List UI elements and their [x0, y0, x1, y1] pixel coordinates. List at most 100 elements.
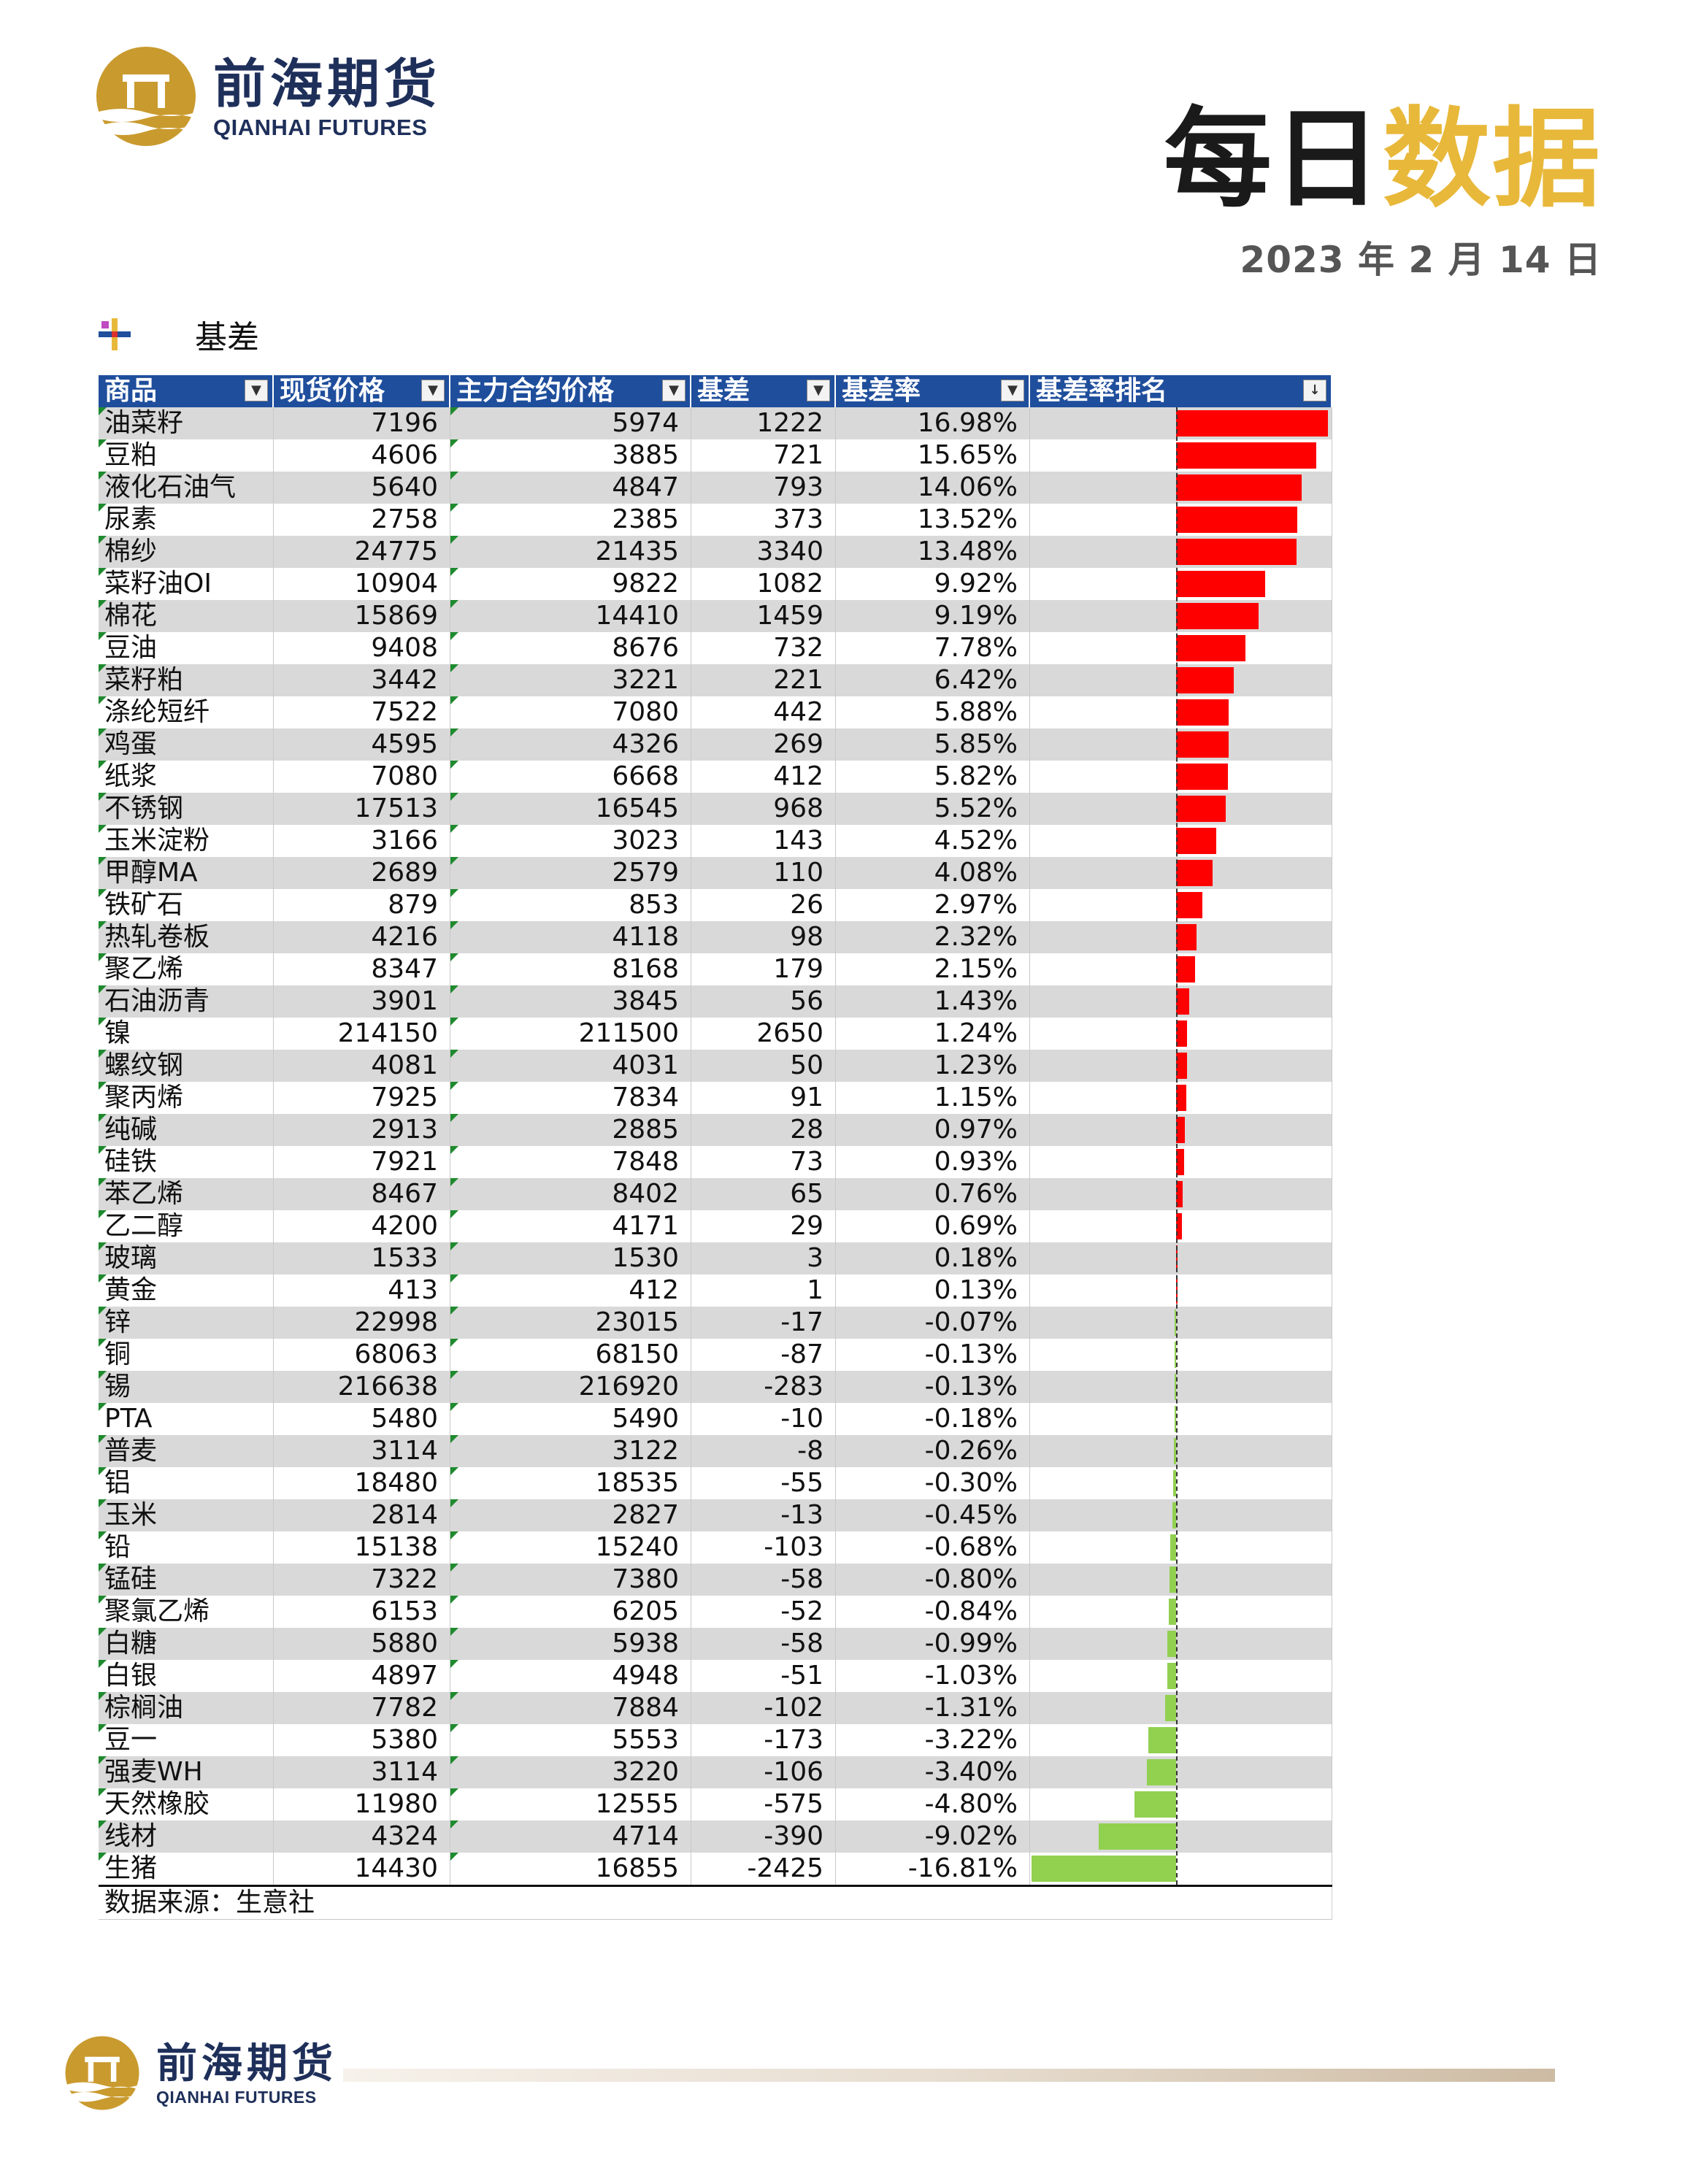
main-contract-price: 4948	[450, 1660, 691, 1692]
spot-price: 3114	[274, 1435, 450, 1467]
brand-emblem-icon	[96, 47, 196, 146]
table-row: 油菜籽 7196 5974 1222 16.98%	[99, 407, 1332, 439]
table-row: 白银 4897 4948 -51 -1.03%	[99, 1660, 1332, 1692]
basis-rate: 1.15%	[836, 1082, 1030, 1114]
basis-value: 28	[691, 1114, 836, 1146]
main-contract-price: 12555	[450, 1788, 691, 1820]
rank-bar-cell	[1030, 1114, 1332, 1146]
basis-rate: 0.76%	[836, 1178, 1030, 1210]
basis-rate: -4.80%	[836, 1788, 1030, 1820]
rank-bar	[1167, 1631, 1176, 1657]
sort-descending-icon[interactable]: ↓	[1303, 380, 1326, 401]
basis-value: 179	[691, 953, 836, 985]
spot-price: 2913	[274, 1114, 450, 1146]
basis-rate: 2.15%	[836, 953, 1030, 985]
basis-value: 3	[691, 1242, 836, 1274]
rank-bar	[1176, 731, 1229, 758]
main-contract-price: 4171	[450, 1210, 691, 1242]
main-contract-price: 3122	[450, 1435, 691, 1467]
main-contract-price: 7834	[450, 1082, 691, 1114]
table-row: 苯乙烯 8467 8402 65 0.76%	[99, 1178, 1332, 1210]
main-contract-price: 14410	[450, 600, 691, 632]
header-main-contract-price[interactable]: 主力合约价格 ▼	[450, 375, 691, 407]
main-contract-price: 6668	[450, 761, 691, 793]
spot-price: 3442	[274, 664, 450, 696]
rank-bar	[1134, 1791, 1176, 1818]
commodity-name: 线材	[99, 1820, 274, 1853]
filter-dropdown-icon[interactable]: ▼	[245, 380, 268, 401]
header-basis-rate-rank[interactable]: 基差率排名 ↓	[1030, 375, 1332, 407]
commodity-name: PTA	[99, 1403, 274, 1435]
filter-dropdown-icon[interactable]: ▼	[807, 380, 830, 401]
commodity-name: 黄金	[99, 1274, 274, 1307]
header-commodity[interactable]: 商品 ▼	[99, 375, 274, 407]
rank-bar	[1175, 1374, 1176, 1400]
basis-rate: 4.08%	[836, 857, 1030, 889]
commodity-name: 油菜籽	[99, 407, 274, 439]
header-basis-rate[interactable]: 基差率 ▼	[836, 375, 1030, 407]
rank-bar-cell	[1030, 1788, 1332, 1820]
basis-rate: -3.22%	[836, 1724, 1030, 1756]
table-row: 线材 4324 4714 -390 -9.02%	[99, 1820, 1332, 1853]
spot-price: 3901	[274, 985, 450, 1018]
rank-bar	[1098, 1823, 1176, 1850]
spot-price: 7921	[274, 1146, 450, 1178]
filter-dropdown-icon[interactable]: ▼	[421, 380, 445, 401]
main-contract-price: 4031	[450, 1050, 691, 1082]
basis-value: -103	[691, 1531, 836, 1564]
table-row: 豆一 5380 5553 -173 -3.22%	[99, 1724, 1332, 1756]
spot-price: 2689	[274, 857, 450, 889]
basis-value: -13	[691, 1499, 836, 1531]
rank-bar-cell	[1030, 1853, 1332, 1885]
rank-bar	[1176, 764, 1229, 790]
table-row: 玉米淀粉 3166 3023 143 4.52%	[99, 825, 1332, 857]
table-row: 豆油 9408 8676 732 7.78%	[99, 632, 1332, 664]
spot-price: 10904	[274, 568, 450, 600]
spot-price: 7925	[274, 1082, 450, 1114]
footer-emblem-icon	[65, 2036, 139, 2110]
rank-bar-cell	[1030, 536, 1332, 568]
table-row: 普麦 3114 3122 -8 -0.26%	[99, 1435, 1332, 1467]
rank-bar	[1175, 1342, 1176, 1368]
commodity-name: 白糖	[99, 1628, 274, 1660]
basis-rate: 0.69%	[836, 1210, 1030, 1242]
filter-dropdown-icon[interactable]: ▼	[1001, 380, 1024, 401]
spot-price: 5880	[274, 1628, 450, 1660]
rank-bar-cell	[1030, 1018, 1332, 1050]
rank-bar-cell	[1030, 921, 1332, 953]
page-title-part1: 每日	[1164, 96, 1383, 222]
filter-dropdown-icon[interactable]: ▼	[662, 380, 686, 401]
basis-value: 1459	[691, 600, 836, 632]
spot-price: 3114	[274, 1756, 450, 1788]
basis-value: -58	[691, 1564, 836, 1596]
main-contract-price: 3023	[450, 825, 691, 857]
spot-price: 22998	[274, 1307, 450, 1339]
table-row: 石油沥青 3901 3845 56 1.43%	[99, 985, 1332, 1018]
basis-value: -106	[691, 1756, 836, 1788]
rank-bar	[1176, 1117, 1185, 1143]
main-contract-price: 412	[450, 1274, 691, 1307]
table-row: 玉米 2814 2827 -13 -0.45%	[99, 1499, 1332, 1531]
table-row: 玻璃 1533 1530 3 0.18%	[99, 1242, 1332, 1274]
rank-bar	[1176, 442, 1316, 469]
basis-rate: 9.92%	[836, 568, 1030, 600]
basis-rate: -0.45%	[836, 1499, 1030, 1531]
rank-bar-cell	[1030, 1660, 1332, 1692]
basis-rate: 5.88%	[836, 696, 1030, 728]
table-row: 铜 68063 68150 -87 -0.13%	[99, 1339, 1332, 1371]
spot-price: 17513	[274, 793, 450, 825]
basis-value: 968	[691, 793, 836, 825]
main-contract-price: 8168	[450, 953, 691, 985]
basis-rate: 5.82%	[836, 761, 1030, 793]
rank-bar	[1176, 924, 1197, 950]
header-basis[interactable]: 基差 ▼	[691, 375, 836, 407]
commodity-name: 菜籽油OI	[99, 568, 274, 600]
basis-value: 269	[691, 728, 836, 761]
basis-rate: 2.32%	[836, 921, 1030, 953]
rank-bar	[1146, 1759, 1176, 1785]
spot-price: 8347	[274, 953, 450, 985]
report-date: 2023 年 2 月 14 日	[1240, 239, 1602, 281]
main-contract-price: 853	[450, 889, 691, 921]
rank-bar-cell	[1030, 1724, 1332, 1756]
header-spot-price[interactable]: 现货价格 ▼	[274, 375, 450, 407]
